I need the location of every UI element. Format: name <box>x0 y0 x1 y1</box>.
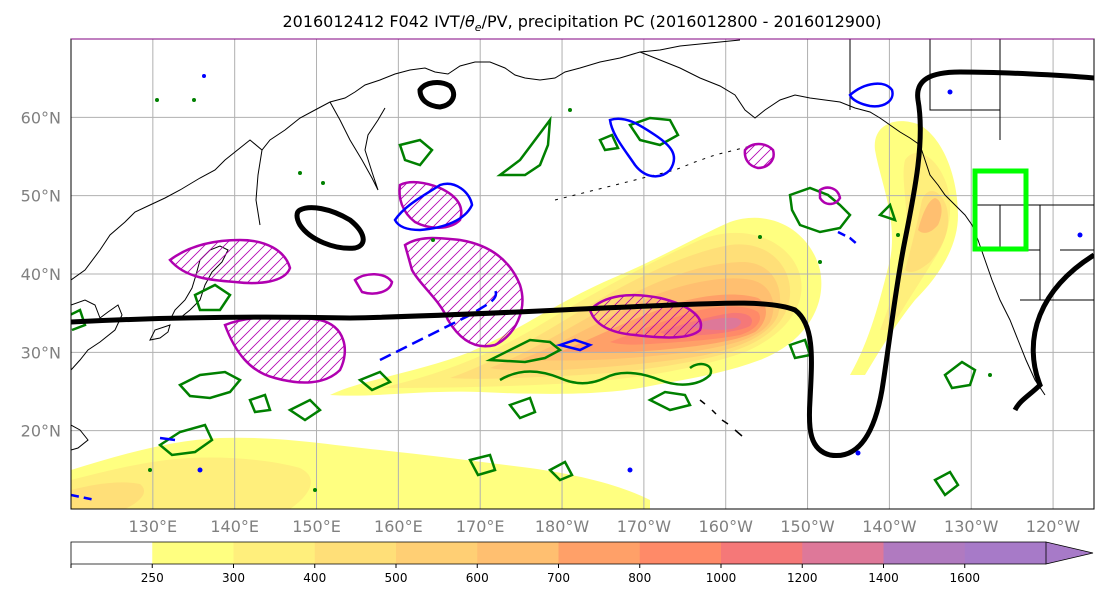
latitude-label: 30°N <box>21 343 61 362</box>
black-thick-contours <box>71 69 1094 459</box>
figure-title: 2016012412 F042 IVT/θe/PV, precipitation… <box>282 12 881 34</box>
colorbar-extend-arrow <box>1045 541 1094 565</box>
longitude-labels: 130°E 140°E 150°E 160°E 170°E 180°W 170°W 160°W… <box>129 517 1081 536</box>
coastlines <box>71 39 1094 451</box>
longitude-label: 130°W <box>944 517 999 536</box>
scatter-dots <box>148 98 992 492</box>
target-region-box <box>972 168 1029 252</box>
colorbar-tick-label: 600 <box>466 571 489 585</box>
longitude-label: 150°E <box>292 517 341 536</box>
longitude-label: 160°E <box>374 517 423 536</box>
colorbar-segment <box>558 542 641 564</box>
longitude-label: 170°E <box>456 517 505 536</box>
colorbar-segment <box>639 542 722 564</box>
longitude-label: 170°W <box>617 517 672 536</box>
scatter-dots-blue <box>197 74 1083 473</box>
colorbar-segment <box>152 542 234 564</box>
longitude-label: 140°W <box>862 517 917 536</box>
colorbar-tick-label: 500 <box>385 571 408 585</box>
latitude-label: 40°N <box>21 265 61 284</box>
latitude-label: 50°N <box>21 187 61 206</box>
longitude-label: 160°W <box>699 517 754 536</box>
latitude-labels: 60°N 50°N 40°N 30°N 20°N <box>21 108 61 440</box>
longitude-label: 150°W <box>780 517 835 536</box>
colorbar: 250 300 400 500 600 700 800 1000 1200 1400 1600 <box>70 541 1094 585</box>
longitude-label: 140°E <box>210 517 259 536</box>
latitude-label: 60°N <box>21 108 61 127</box>
colorbar-segment <box>883 542 966 564</box>
colorbar-segment <box>802 542 884 564</box>
longitude-label: 120°W <box>1026 517 1081 536</box>
blue-contours <box>71 82 894 502</box>
colorbar-tick-label: 400 <box>303 571 326 585</box>
colorbar-tick-label: 1200 <box>787 571 818 585</box>
longitude-label: 180°W <box>535 517 590 536</box>
colorbar-tick-label: 250 <box>141 571 164 585</box>
colorbar-tick-label: 1600 <box>949 571 980 585</box>
green-contours <box>71 115 977 497</box>
colorbar-tick-label: 800 <box>628 571 651 585</box>
colorbar-tick-label: 700 <box>547 571 570 585</box>
colorbar-segment <box>964 542 1047 564</box>
longitude-label: 130°E <box>129 517 178 536</box>
colorbar-segment <box>477 542 559 564</box>
latitude-label: 20°N <box>21 422 61 441</box>
colorbar-segment <box>233 542 316 564</box>
colorbar-tick-label: 1000 <box>706 571 737 585</box>
colorbar-tick-label: 300 <box>222 571 245 585</box>
map-plot-area <box>71 39 1094 509</box>
colorbar-segment <box>314 542 397 564</box>
colorbar-tick-label: 1400 <box>868 571 899 585</box>
colorbar-segment <box>71 542 153 564</box>
colorbar-segment <box>721 542 803 564</box>
colorbar-segment <box>396 542 478 564</box>
